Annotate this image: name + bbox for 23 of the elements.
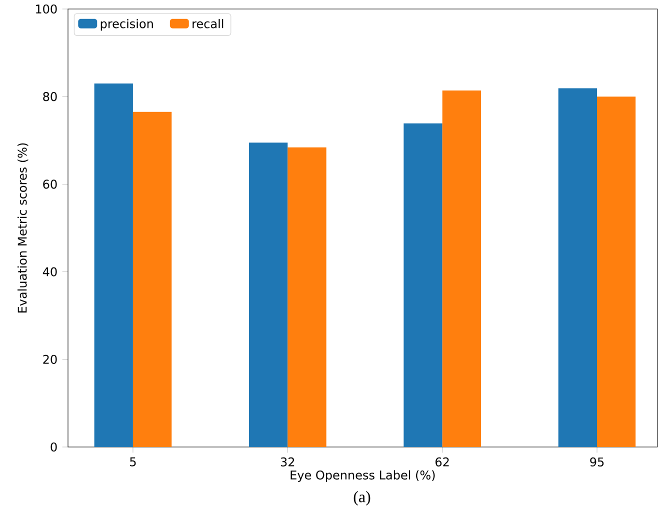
- x-axis-title: Eye Openness Label (%): [290, 470, 435, 482]
- bar: [288, 147, 326, 447]
- legend-label: recall: [192, 18, 224, 28]
- y-tick-label: 20: [43, 354, 57, 364]
- y-tick-label: 100: [36, 4, 57, 14]
- y-tick-label: 60: [43, 180, 57, 189]
- bar: [132, 112, 172, 447]
- bar: [248, 142, 288, 447]
- bar: [558, 88, 598, 447]
- bar: [442, 90, 482, 447]
- x-tick-label: 95: [590, 457, 604, 466]
- bar: [597, 96, 636, 447]
- x-tick-label: 32: [280, 457, 294, 466]
- y-tick-label: 0: [50, 442, 57, 452]
- x-tick-label: 5: [130, 457, 136, 466]
- y-tick-label: 40: [42, 267, 57, 276]
- bar: [94, 83, 133, 447]
- legend-label: precision: [100, 18, 153, 31]
- y-axis-title: Evaluation Metric scores (%): [18, 143, 28, 312]
- y-tick-label: 80: [43, 92, 57, 102]
- bar: [404, 123, 442, 447]
- text: (a): [354, 491, 370, 506]
- x-tick-label: 62: [436, 457, 449, 466]
